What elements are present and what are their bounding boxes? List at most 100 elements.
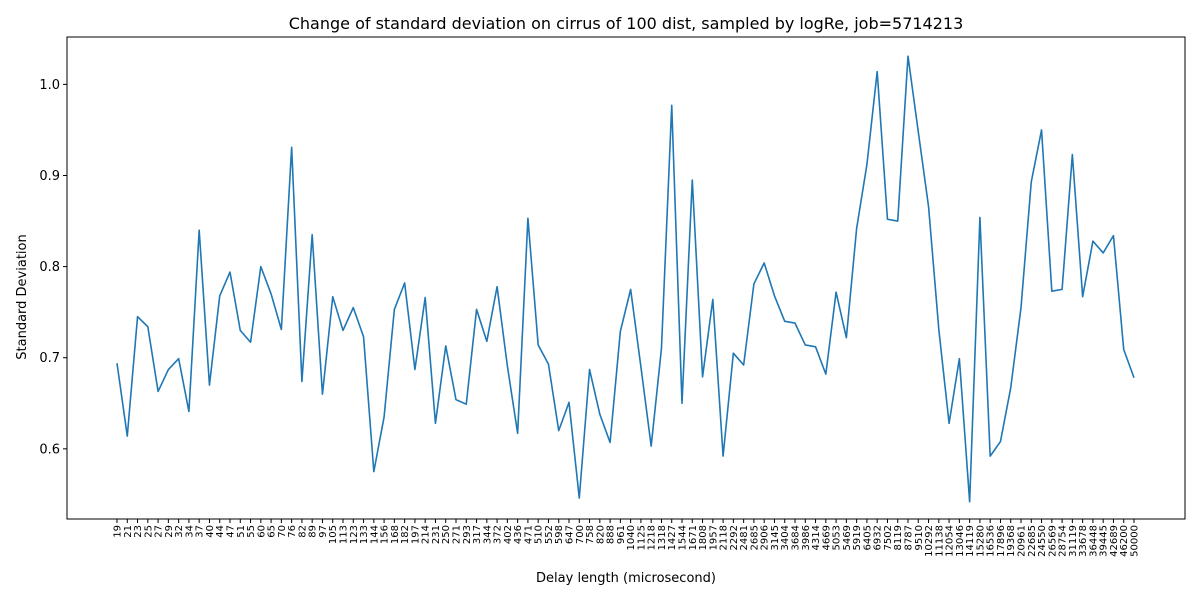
x-tick-label: 1318: [657, 525, 668, 550]
plot-area: [66, 36, 1186, 520]
x-tick-label: 700: [575, 525, 586, 544]
x-tick-label: 197: [410, 525, 421, 544]
x-tick-label: 27: [154, 525, 165, 538]
x-tick-label: 7502: [883, 525, 894, 550]
x-tick-label: 647: [565, 525, 576, 544]
x-tick-label: 888: [606, 525, 617, 544]
x-tick-label: 5469: [842, 525, 853, 550]
series-line: [116, 55, 1135, 503]
x-tick-label: 6932: [873, 525, 884, 550]
x-tick-label: 510: [534, 525, 545, 544]
x-tick-label: 89: [308, 525, 319, 538]
x-tick-label: 317: [472, 525, 483, 544]
y-axis-label: Standard Deviation: [15, 234, 30, 359]
x-tick-label: 113: [339, 525, 350, 544]
x-tick-label: 182: [400, 525, 411, 544]
x-tick-label: 70: [277, 525, 288, 538]
x-tick-label: 1218: [647, 525, 658, 550]
x-tick-label: 28754: [1058, 525, 1069, 557]
x-tick-label: 5053: [832, 525, 843, 550]
x-tick-label: 65: [267, 525, 278, 538]
x-tick-label: 36448: [1088, 525, 1099, 557]
x-tick-label: 2685: [749, 525, 760, 550]
x-tick-label: 133: [359, 525, 370, 544]
x-tick-label: 17896: [996, 525, 1007, 557]
x-tick-label: 97: [318, 525, 329, 538]
x-tick-label: 4669: [821, 525, 832, 550]
x-tick-label: 436: [513, 525, 524, 544]
y-tick-label: 0.8: [39, 260, 60, 275]
x-tick-label: 2906: [760, 525, 771, 550]
x-tick-label: 4314: [811, 525, 822, 550]
x-tick-label: 21: [123, 525, 134, 538]
x-tick-label: 1957: [708, 525, 719, 550]
x-tick-label: 34: [184, 525, 195, 538]
x-tick-label: 214: [421, 525, 432, 544]
x-tick-label: 19368: [1006, 525, 1017, 557]
x-tick-label: 1808: [698, 525, 709, 550]
x-tick-label: 2481: [739, 525, 750, 550]
x-tick-label: 19: [113, 525, 124, 538]
x-tick-label: 22685: [1027, 525, 1038, 557]
x-tick-label: 8119: [893, 525, 904, 550]
x-tick-label: 471: [523, 525, 534, 544]
x-axis: 19 21 23 25 27 29 32 34 37 40 44 47 51 55 60 65 70 76 82 89…: [113, 519, 1141, 557]
x-tick-label: 1427: [667, 525, 678, 550]
x-tick-label: 3986: [801, 525, 812, 550]
x-tick-label: 1544: [678, 525, 689, 550]
x-tick-label: 20961: [1017, 525, 1028, 557]
x-tick-label: 168: [390, 525, 401, 544]
x-tick-label: 144: [369, 525, 380, 544]
x-tick-label: 55: [246, 525, 257, 538]
x-tick-label: 82: [297, 525, 308, 538]
x-tick-label: 31119: [1068, 525, 1079, 557]
x-tick-label: 820: [595, 525, 606, 544]
x-tick-label: 40: [205, 525, 216, 538]
x-tick-label: 3684: [791, 525, 802, 550]
x-axis-label: Delay length (microsecond): [536, 571, 716, 586]
x-tick-label: 372: [493, 525, 504, 544]
x-tick-label: 6405: [862, 525, 873, 550]
x-tick-label: 5919: [852, 525, 863, 550]
y-tick-label: 0.9: [39, 169, 60, 184]
x-tick-label: 11138: [934, 525, 945, 557]
x-tick-label: 14119: [965, 525, 976, 557]
y-tick-label: 1.0: [39, 78, 60, 93]
x-tick-label: 26569: [1047, 525, 1058, 557]
x-tick-label: 8787: [904, 525, 915, 550]
x-tick-label: 123: [349, 525, 360, 544]
x-tick-label: 2292: [729, 525, 740, 550]
x-tick-label: 13046: [955, 525, 966, 557]
x-tick-label: 156: [380, 525, 391, 544]
x-tick-label: 2118: [719, 525, 730, 550]
x-tick-label: 50000: [1130, 525, 1141, 557]
x-tick-label: 231: [431, 525, 442, 544]
x-tick-label: 24550: [1037, 525, 1048, 557]
x-tick-label: 37: [195, 525, 206, 538]
y-axis: 0.6 0.7 0.8 0.9 1.0: [39, 78, 67, 457]
x-tick-label: 33678: [1078, 525, 1089, 557]
x-tick-label: 39445: [1099, 525, 1110, 557]
x-tick-label: 47: [226, 525, 237, 538]
x-tick-label: 44: [215, 525, 226, 538]
x-tick-label: 15280: [975, 525, 986, 557]
x-tick-label: 29: [164, 525, 175, 538]
x-tick-label: 76: [287, 525, 298, 538]
chart-title: Change of standard deviation on cirrus o…: [289, 14, 964, 33]
x-tick-label: 271: [452, 525, 463, 544]
x-tick-label: 51: [236, 525, 247, 538]
x-tick-label: 1671: [688, 525, 699, 550]
x-tick-label: 42689: [1109, 525, 1120, 557]
x-tick-label: 60: [256, 525, 267, 538]
x-tick-label: 402: [503, 525, 514, 544]
x-tick-label: 23: [133, 525, 144, 538]
x-tick-label: 758: [585, 525, 596, 544]
x-tick-label: 9510: [914, 525, 925, 550]
x-tick-label: 12054: [945, 525, 956, 557]
x-tick-label: 25: [143, 525, 154, 538]
x-tick-label: 105: [328, 525, 339, 544]
x-tick-label: 961: [616, 525, 627, 544]
x-tick-label: 250: [441, 525, 452, 544]
x-tick-label: 1125: [636, 525, 647, 550]
